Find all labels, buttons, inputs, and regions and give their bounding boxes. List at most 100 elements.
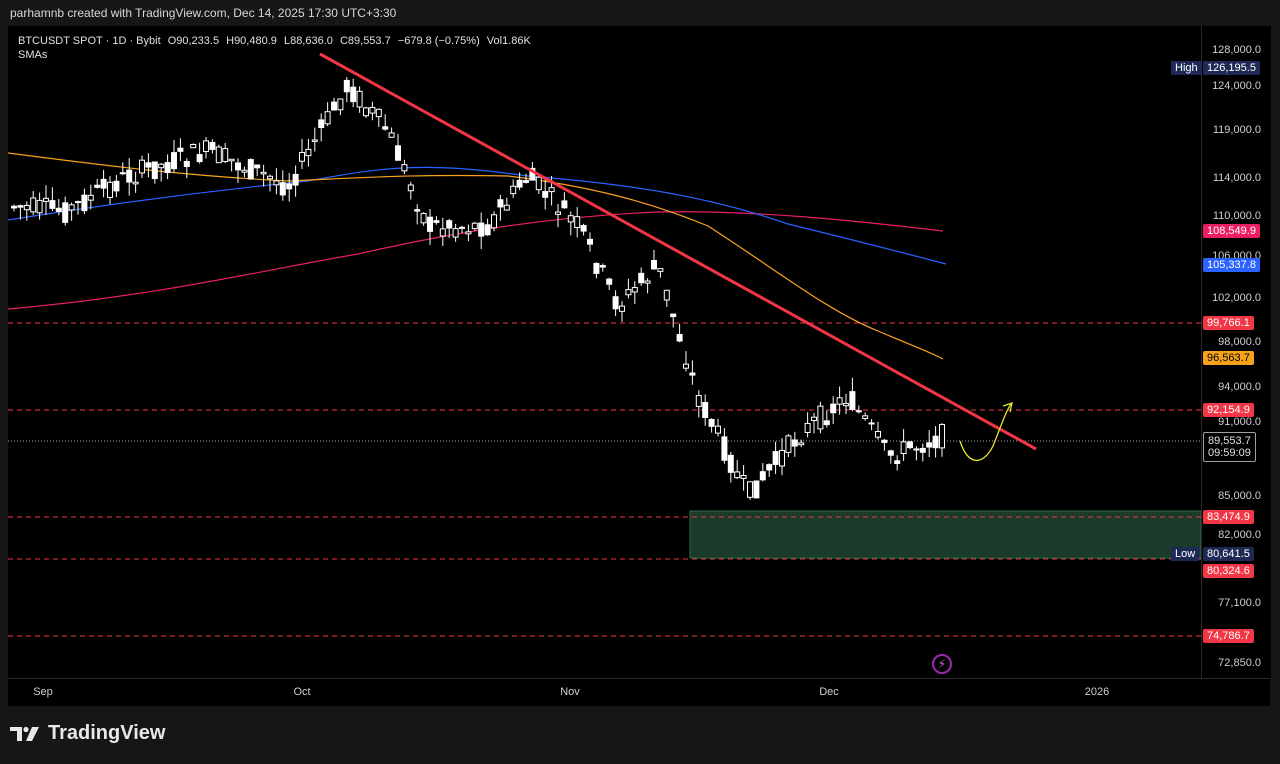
candle-body [817, 405, 824, 430]
time-label: Dec [819, 686, 839, 698]
candle-body [49, 200, 56, 209]
price-tick: 124,000.0 [1212, 80, 1261, 92]
candle-body [631, 287, 638, 293]
candle-body [343, 79, 350, 93]
candle-body [478, 222, 485, 237]
candle-body [676, 333, 683, 342]
candle-body [382, 126, 389, 130]
candle-body [580, 225, 587, 232]
time-axis[interactable]: Sep Oct Nov Dec 2026 [8, 678, 1270, 707]
candle-body [727, 454, 734, 473]
candle-body [305, 148, 312, 157]
sma-blue-line [8, 166, 947, 265]
candle-body [555, 211, 561, 215]
candle-body [23, 204, 30, 211]
candle-body [574, 216, 581, 228]
price-plot[interactable] [8, 26, 1201, 678]
candle-body [766, 464, 773, 471]
ohlc-low: L88,636.0 [283, 35, 333, 47]
candle-body [715, 425, 721, 434]
low-price-label: 80,641.5 [1203, 547, 1254, 561]
level-label: 92,154.9 [1203, 403, 1254, 417]
sma-orange-label: 96,563.7 [1203, 351, 1254, 365]
candle-body [830, 403, 837, 414]
chart-area[interactable]: BTCUSDT SPOT · 1D · Bybit O90,233.5 H90,… [8, 26, 1271, 707]
candle-body [619, 305, 625, 312]
candle-body [523, 180, 529, 183]
candle-body [868, 422, 875, 425]
candle-body [17, 205, 24, 208]
current-price-label: 89,553.7 09:59:09 [1203, 432, 1256, 462]
candle-body [177, 147, 184, 152]
candle-body [561, 200, 568, 209]
candle-body [363, 107, 369, 117]
time-label: 2026 [1084, 686, 1110, 698]
candle-body [311, 139, 318, 142]
indicator-legend[interactable]: SMAs [18, 49, 48, 61]
candle-body [606, 278, 613, 285]
volume: Vol1.86K [486, 35, 531, 47]
candle-body [747, 481, 753, 498]
candle-body [36, 199, 43, 214]
projection-arrowhead [1002, 402, 1013, 413]
candle-body [62, 202, 69, 223]
candle-body [689, 372, 696, 376]
candle-body [273, 180, 280, 186]
candle-body [939, 423, 945, 449]
high-tag: High [1171, 61, 1202, 75]
price-tick: 77,100.0 [1218, 597, 1261, 609]
candle-body [919, 447, 926, 453]
candle-body [427, 216, 433, 232]
level-label: 99,766.1 [1203, 316, 1254, 330]
candle-body [414, 209, 421, 212]
candle-body [849, 391, 856, 410]
candle-body [593, 262, 600, 274]
candle-body [337, 98, 344, 111]
brand-logo[interactable]: TradingView [10, 722, 165, 745]
candle-body [87, 194, 94, 201]
level-label: 74,786.7 [1203, 629, 1254, 643]
candle-body [855, 410, 862, 413]
candle-body [791, 439, 798, 447]
candle-body [894, 460, 901, 465]
candle-body [369, 106, 376, 114]
candle-body [651, 259, 657, 270]
candle-body [292, 173, 299, 186]
price-tick: 110,000.0 [1212, 210, 1261, 222]
candle-body [907, 441, 913, 449]
candle-body [932, 435, 939, 449]
candle-body [759, 471, 766, 481]
current-price: 89,553.7 [1208, 435, 1251, 447]
candle-body [164, 162, 171, 174]
candle-body [241, 169, 248, 173]
candle-body [471, 222, 478, 230]
candle-body [702, 401, 709, 419]
candle-body [75, 201, 81, 204]
candle-body [145, 162, 152, 168]
price-tick: 128,000.0 [1212, 44, 1261, 56]
candle-body [599, 265, 606, 268]
candle-body [491, 214, 497, 229]
candle-body [43, 197, 49, 202]
candle-body [433, 220, 440, 223]
candle-body [900, 441, 907, 455]
candle-body [516, 179, 523, 188]
candle-body [446, 220, 453, 229]
lightning-icon[interactable]: ⚡ [932, 654, 952, 674]
candle-body [439, 228, 446, 237]
candle-body [683, 363, 689, 369]
candle-body [132, 181, 139, 185]
candle-body [113, 180, 120, 192]
symbol-header: BTCUSDT SPOT · 1D · Bybit O90,233.5 H90,… [18, 34, 535, 62]
candle-body [267, 175, 273, 180]
candle-body [587, 238, 593, 245]
brand-name: TradingView [48, 722, 166, 744]
candle-body [247, 159, 254, 180]
candle-body [926, 442, 933, 448]
candle-body [356, 90, 363, 108]
candle-body [81, 194, 88, 212]
symbol-name[interactable]: BTCUSDT SPOT · 1D · Bybit [18, 35, 161, 47]
candle-body [254, 164, 261, 169]
high-price-label: 126,195.5 [1203, 61, 1260, 75]
candle-body [811, 416, 817, 422]
